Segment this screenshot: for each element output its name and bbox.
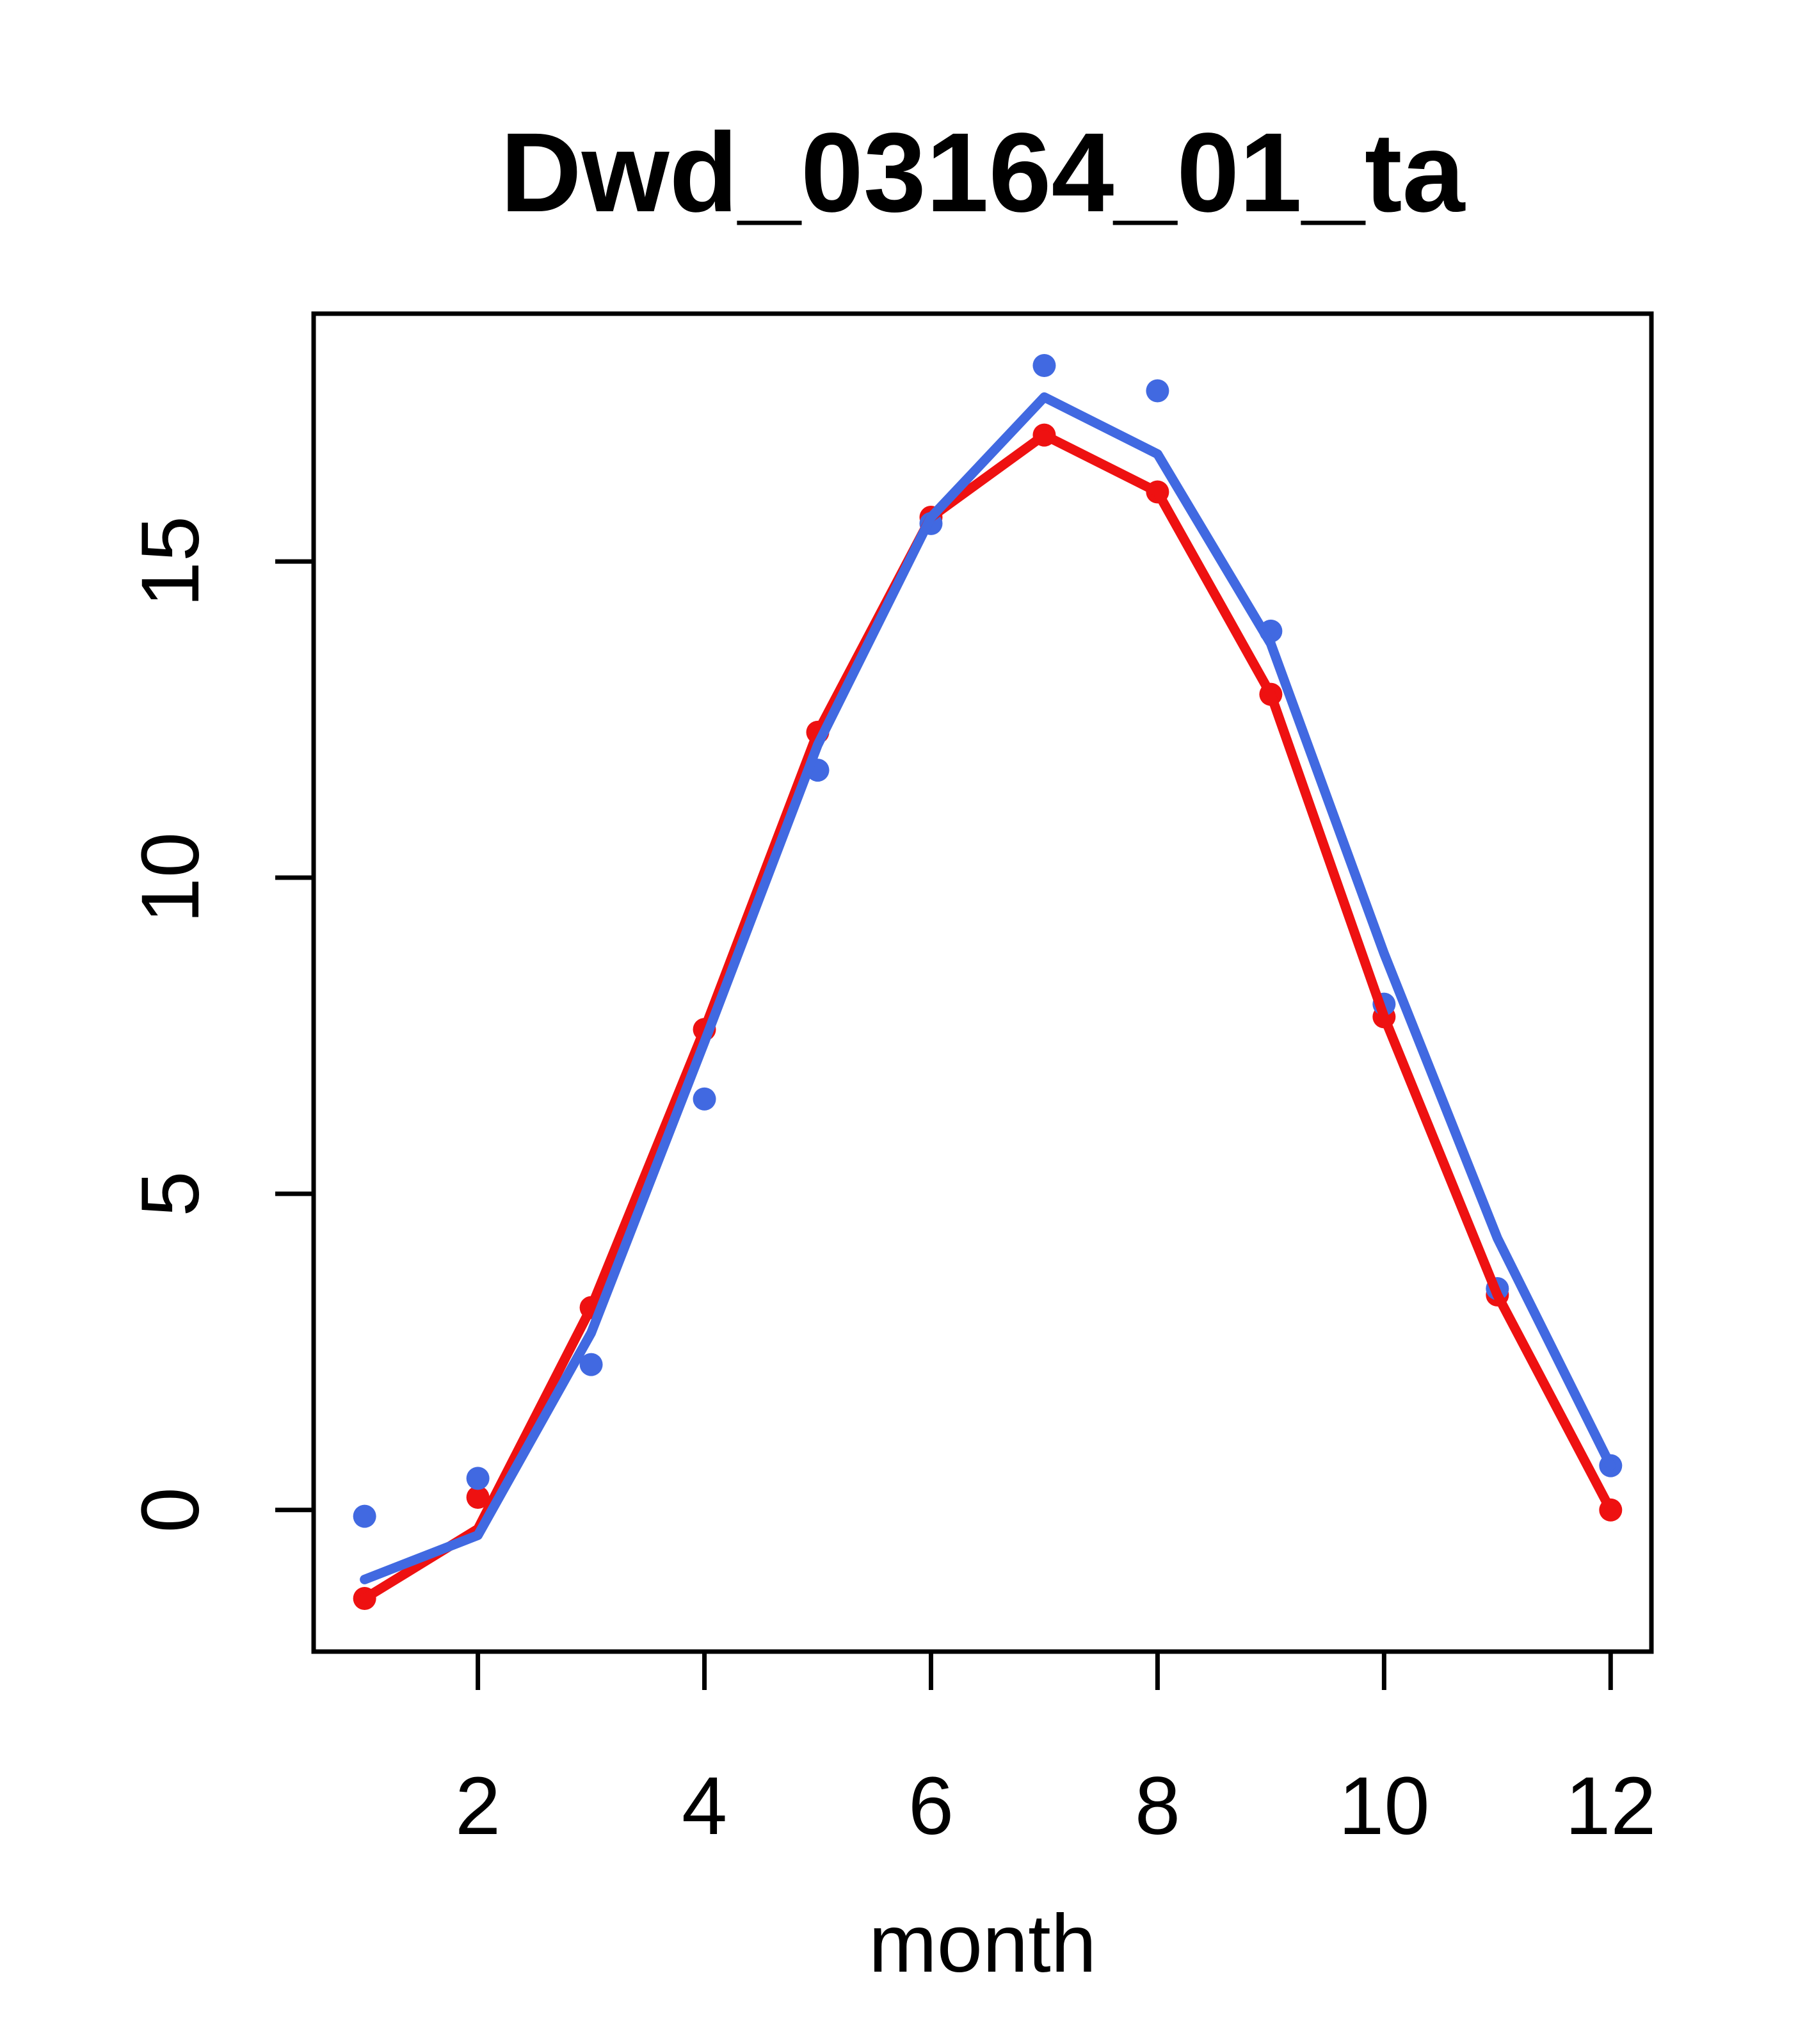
y-tick-label: 15 [125, 516, 216, 607]
y-tick-label: 0 [125, 1487, 216, 1533]
y-tick-label: 5 [125, 1171, 216, 1216]
data-point [466, 1467, 490, 1490]
series-red-points [353, 423, 1623, 1611]
data-point [466, 1485, 490, 1509]
series-blue-points [353, 353, 1623, 1528]
plot-box [311, 311, 1654, 1654]
x-tick-label: 2 [455, 1760, 501, 1852]
x-tick-label: 10 [1338, 1760, 1429, 1852]
x-tick-label: 6 [908, 1760, 954, 1852]
data-point [693, 1087, 716, 1111]
y-axis-ticks: 0 5 10 15 [125, 516, 314, 1533]
data-point [579, 1353, 603, 1376]
data-point [1146, 379, 1169, 403]
series-blue-line [360, 392, 1616, 1584]
x-axis-ticks: 2 4 6 8 10 12 [455, 1652, 1656, 1852]
chart-title: Dwd_03164_01_ta [501, 110, 1466, 236]
x-axis-label: month [869, 1898, 1096, 1990]
series-red-line [360, 430, 1616, 1604]
data-point [1032, 353, 1056, 377]
x-tick-label: 4 [682, 1760, 727, 1852]
series-layer [353, 353, 1623, 1611]
data-point [353, 1504, 376, 1528]
x-tick-label: 12 [1565, 1760, 1656, 1852]
y-tick-label: 10 [125, 832, 216, 923]
x-tick-label: 8 [1135, 1760, 1180, 1852]
